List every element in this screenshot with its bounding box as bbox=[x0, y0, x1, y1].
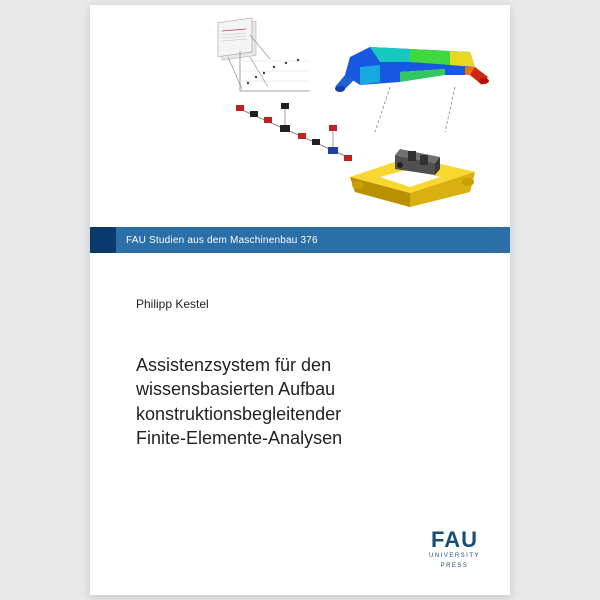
logo-main: FAU bbox=[429, 529, 480, 551]
logo-sub2: PRESS bbox=[429, 563, 480, 571]
cover-illustration bbox=[210, 17, 490, 207]
book-title: Assistenzsystem für denwissensbasierten … bbox=[136, 353, 436, 450]
publisher-logo: FAU UNIVERSITY PRESS bbox=[429, 529, 480, 571]
logo-sub1: UNIVERSITY bbox=[429, 553, 480, 561]
series-accent bbox=[90, 227, 116, 253]
author-name: Philipp Kestel bbox=[136, 297, 209, 311]
series-label: FAU Studien aus dem Maschinenbau 376 bbox=[116, 227, 510, 253]
series-bar: FAU Studien aus dem Maschinenbau 376 bbox=[90, 227, 510, 253]
book-cover: FAU Studien aus dem Maschinenbau 376 Phi… bbox=[90, 5, 510, 595]
